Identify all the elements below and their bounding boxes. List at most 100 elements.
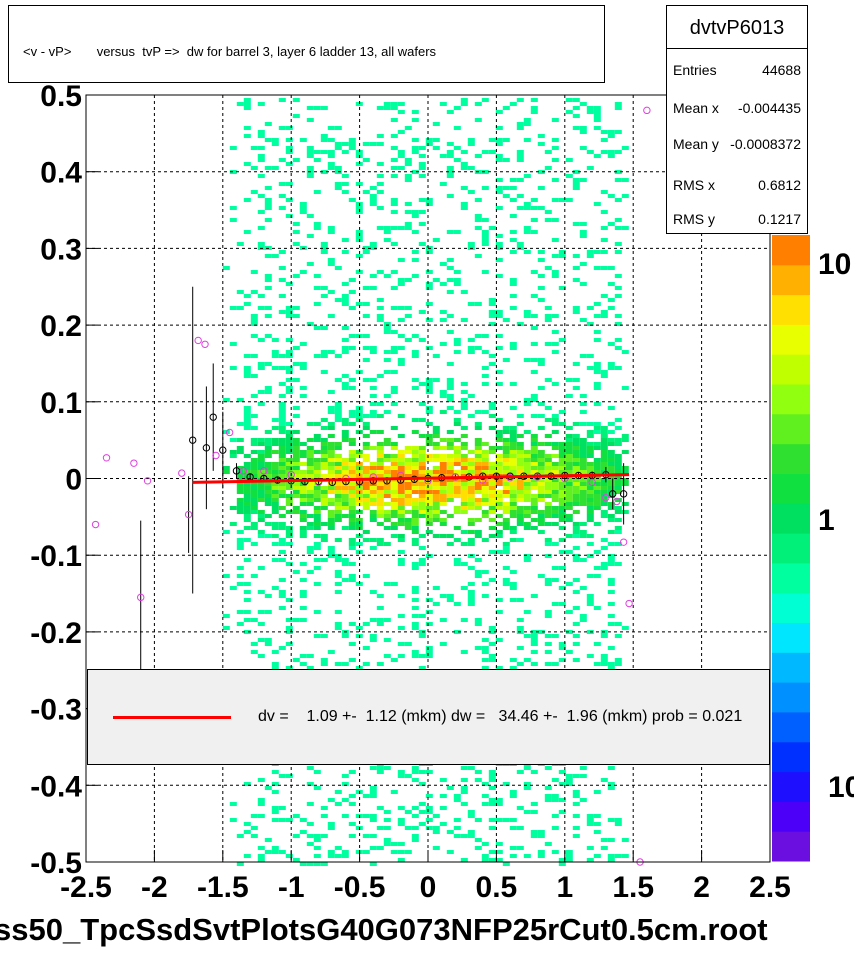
heat-cell: [397, 654, 405, 658]
heat-cell: [383, 810, 391, 814]
heat-cell: [453, 126, 461, 130]
heat-cell: [614, 226, 622, 230]
heat-cell: [537, 486, 545, 490]
heat-cell: [404, 486, 412, 490]
heat-cell: [621, 178, 629, 182]
heat-cell: [425, 498, 433, 502]
heat-cell: [418, 494, 426, 498]
heat-cell: [236, 102, 244, 106]
heat-cell: [530, 594, 538, 598]
heat-cell: [390, 498, 398, 502]
heat-cell: [432, 446, 440, 450]
heat-cell: [341, 438, 349, 442]
heat-cell: [551, 330, 559, 334]
heat-cell: [572, 554, 580, 558]
heat-cell: [523, 498, 531, 502]
heat-cell: [586, 514, 594, 518]
heat-cell: [418, 166, 426, 170]
heat-cell: [313, 458, 321, 462]
heat-cell: [243, 198, 251, 202]
heat-cell: [285, 630, 293, 634]
heat-cell: [488, 510, 496, 514]
heat-cell: [313, 542, 321, 546]
heat-cell: [509, 538, 517, 542]
heat-cell: [299, 654, 307, 658]
heat-cell: [362, 314, 370, 318]
heat-cell: [600, 498, 608, 502]
heat-cell: [467, 522, 475, 526]
heat-cell: [537, 258, 545, 262]
heat-cell: [425, 390, 433, 394]
heat-cell: [362, 142, 370, 146]
heat-cell: [313, 274, 321, 278]
heat-cell: [306, 486, 314, 490]
heat-cell: [334, 126, 342, 130]
heat-cell: [432, 434, 440, 438]
heat-cell: [439, 474, 447, 478]
heat-cell: [481, 382, 489, 386]
heat-cell: [439, 394, 447, 398]
heat-cell: [481, 410, 489, 414]
heat-cell: [446, 494, 454, 498]
heat-cell: [355, 542, 363, 546]
heat-cell: [523, 490, 531, 494]
heat-cell: [418, 146, 426, 150]
heat-cell: [243, 230, 251, 234]
heat-cell: [579, 530, 587, 534]
heat-cell: [516, 514, 524, 518]
heat-cell: [579, 522, 587, 526]
heat-cell: [453, 798, 461, 802]
heat-cell: [474, 198, 482, 202]
heat-cell: [229, 366, 237, 370]
heat-cell: [243, 582, 251, 586]
heat-cell: [243, 366, 251, 370]
heat-cell: [369, 786, 377, 790]
heat-cell: [229, 438, 237, 442]
heat-cell: [579, 442, 587, 446]
profile-point: [369, 477, 377, 485]
x-tick-label: 1.5: [612, 871, 654, 904]
heat-cell: [404, 494, 412, 498]
heat-cell: [425, 142, 433, 146]
heat-cell: [523, 554, 531, 558]
heat-cell: [460, 530, 468, 534]
heat-cell: [593, 430, 601, 434]
heat-cell: [579, 458, 587, 462]
heat-cell: [537, 522, 545, 526]
heat-cell: [390, 270, 398, 274]
heat-cell: [243, 482, 251, 486]
heat-cell: [243, 126, 251, 130]
heat-cell: [586, 518, 594, 522]
heat-cell: [285, 618, 293, 622]
heat-cell: [537, 514, 545, 518]
heat-cell: [488, 354, 496, 358]
heat-cell: [285, 562, 293, 566]
heat-cell: [383, 766, 391, 770]
heat-cell: [327, 514, 335, 518]
heat-cell: [306, 570, 314, 574]
heat-cell: [516, 490, 524, 494]
heat-cell: [551, 138, 559, 142]
heat-cell: [551, 850, 559, 854]
heat-cell: [411, 450, 419, 454]
heat-cell: [376, 142, 384, 146]
heat-cell: [313, 566, 321, 570]
heat-cell: [369, 386, 377, 390]
heat-cell: [453, 526, 461, 530]
heat-cell: [306, 522, 314, 526]
heat-cell: [285, 138, 293, 142]
heat-cell: [285, 366, 293, 370]
heat-cell: [425, 506, 433, 510]
heat-cell: [327, 502, 335, 506]
heat-cell: [313, 354, 321, 358]
heat-cell: [614, 338, 622, 342]
heat-cell: [516, 466, 524, 470]
heat-cell: [390, 346, 398, 350]
heat-cell: [376, 430, 384, 434]
heat-cell: [544, 418, 552, 422]
heat-cell: [243, 102, 251, 106]
heat-cell: [509, 430, 517, 434]
heat-cell: [607, 306, 615, 310]
palette-step: [772, 235, 810, 266]
heat-cell: [565, 466, 573, 470]
